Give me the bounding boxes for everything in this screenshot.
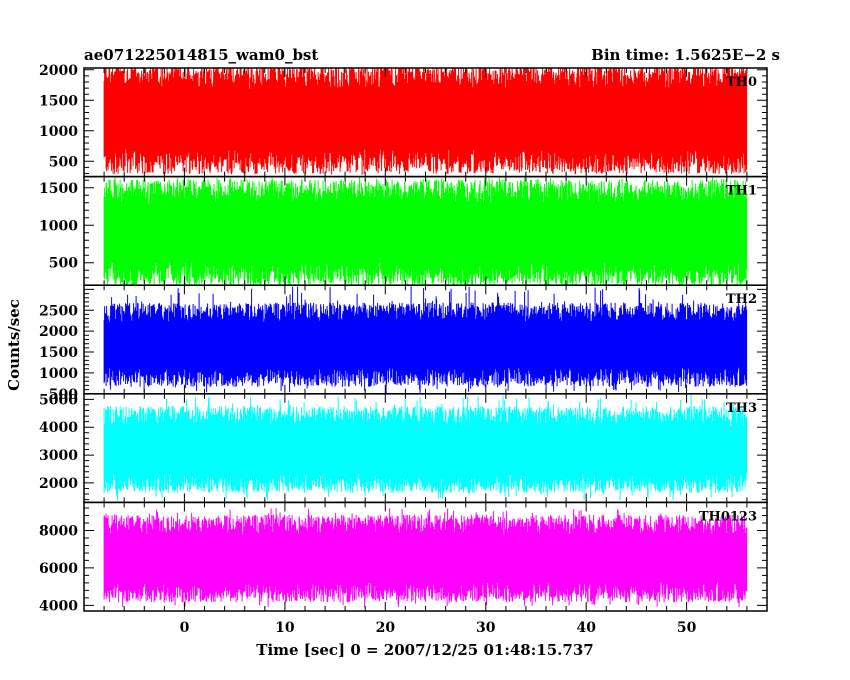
x-tick-label: 20	[376, 620, 396, 636]
y-tick-label: 1500	[39, 345, 78, 361]
x-tick-label: 10	[275, 620, 295, 636]
x-tick-label: 30	[476, 620, 496, 636]
y-tick-label: 3000	[39, 448, 78, 464]
y-tick-label: 1500	[39, 93, 78, 109]
panel-label: TH0	[726, 75, 757, 90]
y-tick-label: 1000	[39, 366, 78, 382]
x-tick-label: 50	[677, 620, 697, 636]
tick-marks	[83, 68, 768, 177]
series-th0123	[103, 508, 748, 608]
panel-label: TH1	[726, 184, 757, 199]
panel-th2: 500 1000 1500 2000 2500 TH2	[39, 284, 768, 403]
y-tick-label: 500	[49, 154, 78, 170]
y-tick-label: 4000	[39, 420, 78, 436]
series-th3	[103, 395, 748, 501]
y-axis-label: Counts/sec	[5, 299, 23, 391]
panel-label: TH0123	[699, 509, 757, 524]
x-tick-label: 0	[180, 620, 190, 636]
y-tick-label: 2000	[39, 324, 78, 340]
chart-title: ae071225014815_wam0_bst	[84, 46, 318, 64]
y-tick-label: 1000	[39, 124, 78, 140]
series-th2	[103, 286, 748, 393]
tick-marks	[83, 393, 768, 503]
y-tick-label: 8000	[39, 523, 78, 539]
y-tick-label: 6000	[39, 561, 78, 577]
y-tick-label: 2500	[39, 303, 78, 319]
y-tick-label: 500	[49, 387, 78, 403]
y-tick-label: 2000	[39, 476, 78, 492]
series-th0	[103, 68, 748, 175]
panel-label: TH2	[726, 292, 757, 307]
panel-th3: 2000 3000 4000 5000 TH3	[39, 392, 768, 504]
y-tick-label: 5000	[39, 392, 78, 408]
panel-th0123: 4000 6000 8000 TH0123	[39, 501, 768, 614]
y-tick-label: 4000	[39, 598, 78, 614]
panel-th1: 500 1000 1500 TH1	[39, 175, 768, 286]
y-tick-label: 1500	[39, 181, 78, 197]
panel-th0: 500 1000 1500 2000 TH0	[39, 63, 768, 178]
y-tick-label: 2000	[39, 63, 78, 79]
y-tick-label: 500	[49, 256, 78, 272]
panel-label: TH3	[726, 401, 757, 416]
x-tick-label: 40	[576, 620, 596, 636]
series-th1	[103, 176, 748, 286]
tick-marks	[83, 502, 768, 611]
x-axis-label: Time [sec] 0 = 2007/12/25 01:48:15.737	[256, 641, 593, 659]
bin-time-label: Bin time: 1.5625E−2 s	[591, 46, 780, 64]
y-tick-label: 1000	[39, 218, 78, 234]
